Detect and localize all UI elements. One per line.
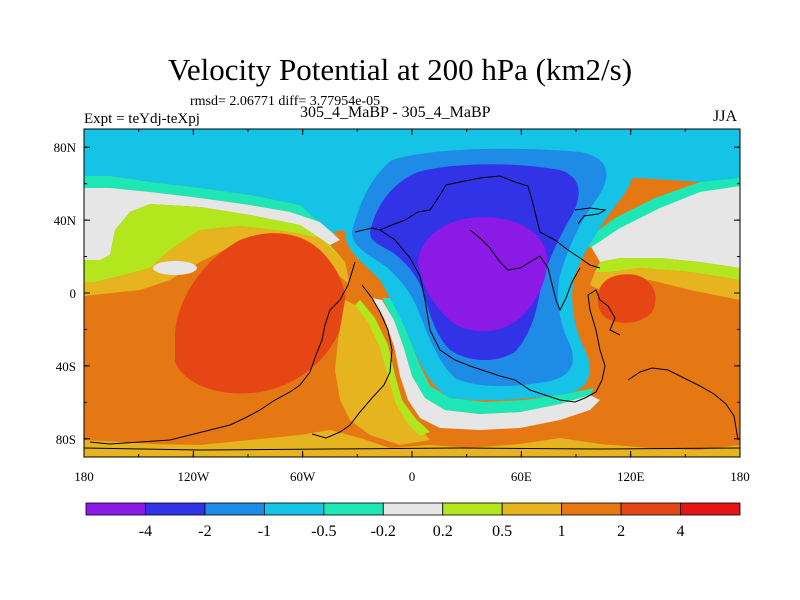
- x-tick-label: 60W: [290, 469, 316, 484]
- season-label: JJA: [713, 108, 738, 125]
- colorbar-label: 0.2: [433, 523, 453, 540]
- colorbar-label: 1: [558, 523, 566, 540]
- colorbar-swatch: [680, 502, 741, 516]
- island-white: [153, 261, 197, 275]
- coast-arabia: [469, 229, 541, 271]
- colorbar-label: -2: [198, 523, 211, 540]
- x-tick-label: 60E: [511, 469, 532, 484]
- basin-purple: [418, 217, 548, 332]
- x-tick-label: 180: [74, 469, 94, 484]
- coast-india: [539, 255, 581, 312]
- coastlines: [84, 175, 740, 451]
- y-tick-label: 40N: [54, 213, 77, 228]
- y-tick-label: 0: [70, 286, 77, 301]
- band-lime-ne: [595, 258, 740, 280]
- coast-europe-asia: [354, 175, 601, 269]
- colorbar-swatch: [442, 502, 503, 516]
- chart-stats: rmsd= 2.06771 diff= 3.77954e-05: [190, 94, 381, 109]
- core-red-east: [597, 274, 656, 323]
- colorbar-swatch: [501, 502, 563, 516]
- colorbar-swatch: [145, 502, 206, 516]
- coast-seasia: [574, 207, 607, 225]
- core-red-west: [175, 233, 346, 394]
- colorbar-label: 4: [677, 523, 685, 540]
- colorbar-swatch: [85, 502, 146, 516]
- colorbar-label: 0.5: [492, 523, 512, 540]
- colorbar-swatch: [382, 502, 444, 516]
- chart-title: Velocity Potential at 200 hPa (km2/s): [167, 52, 633, 87]
- x-tick-label: 180: [730, 469, 750, 484]
- colorbar-swatch: [263, 502, 325, 516]
- band-white-ne: [590, 182, 740, 268]
- contour-field: [84, 129, 740, 457]
- axes: 180 120W 60W 0 60E 120E 180 80N 40N 0 40S 80S: [54, 129, 750, 484]
- colorbar-swatch: [561, 502, 622, 516]
- colorbar-swatch: [323, 502, 384, 516]
- colorbar-swatch: [620, 502, 681, 516]
- y-tick-label: 80S: [56, 432, 76, 447]
- coast-antarctica: [84, 447, 740, 451]
- band-teal-ne: [585, 178, 740, 248]
- coast-africa: [379, 229, 621, 403]
- colorbar-swatch: [204, 502, 265, 516]
- x-tick-label: 120E: [617, 469, 645, 484]
- band-teal: [84, 176, 340, 238]
- experiment-label: Expt = teYdj-teXpj: [84, 111, 200, 127]
- colorbar-label: -4: [139, 523, 152, 540]
- colorbar-label: 2: [617, 523, 625, 540]
- coast-americas: [89, 261, 356, 445]
- band-white-nw: [84, 188, 340, 260]
- colorbar: -4 -2 -1 -0.5 -0.2 0.2 0.5 1 2 4: [85, 502, 741, 540]
- x-tick-label: 120W: [177, 469, 210, 484]
- colorbar-label: -0.5: [311, 523, 336, 540]
- band-lime-nw: [84, 204, 345, 282]
- band-gold-mid: [335, 300, 430, 445]
- x-tick-label: 0: [409, 469, 416, 484]
- colorbar-label: -1: [258, 523, 271, 540]
- colorbar-label: -0.2: [371, 523, 396, 540]
- coast-australia: [627, 367, 739, 441]
- band-lime-mid: [355, 300, 430, 436]
- case-label: 305_4_MaBP - 305_4_MaBP: [300, 104, 491, 121]
- coast-southam: [311, 284, 393, 439]
- y-tick-label: 40S: [56, 359, 76, 374]
- y-tick-label: 80N: [54, 140, 77, 155]
- band-gold-south: [84, 430, 740, 457]
